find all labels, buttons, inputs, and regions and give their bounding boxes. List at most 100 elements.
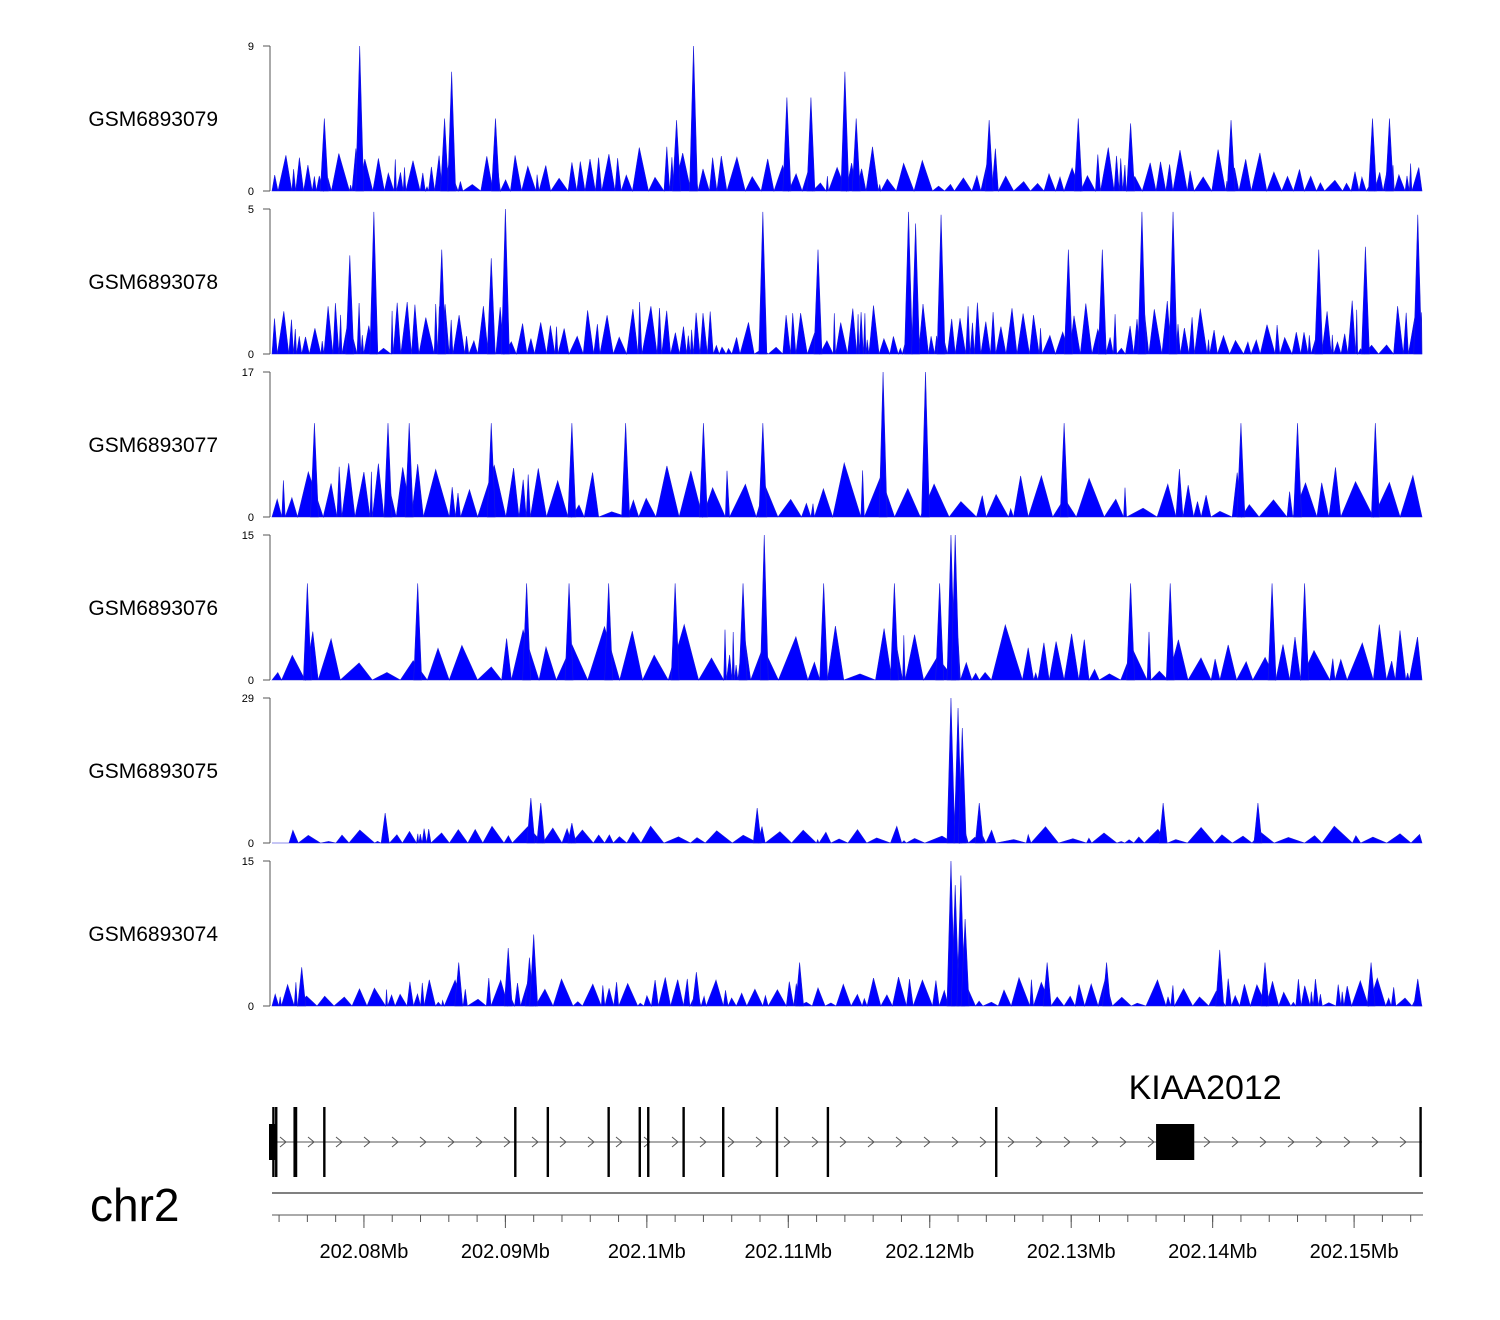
coverage-peak [1215,949,1225,1007]
coverage-peak [1059,423,1069,518]
gene-track: KIAA2012 [269,1069,1422,1177]
y-min-label: 0 [248,1001,254,1013]
strand-arrow [1371,1136,1379,1148]
coverage-peak [310,423,319,518]
y-max-label: 15 [242,530,254,542]
coverage-peak [503,947,513,1007]
coverage-peak [621,423,630,518]
strand-arrow [1091,1136,1099,1148]
strand-arrow [1063,1136,1071,1148]
track-gsm6893079: GSM6893079 9 0 [88,41,1423,198]
coverage-peak [1098,249,1107,355]
y-max-label: 15 [242,856,254,868]
coverage-peak [447,71,456,192]
coverage-peak [486,423,496,518]
exon-mark [546,1107,550,1177]
coverage-peak [486,258,496,355]
strand-arrow [587,1136,595,1148]
strand-arrow [363,1136,371,1148]
coverage-peak [491,118,500,192]
strand-arrow [615,1136,623,1148]
coverage-peak [564,583,574,681]
coverage-peak [672,120,681,192]
coverage-peak [1314,249,1324,355]
coverage-area [271,146,1423,193]
track-gsm6893076: GSM6893076 15 0 [88,530,1423,687]
y-max-label: 9 [248,41,254,53]
strand-arrow [727,1136,735,1148]
track-label: GSM6893079 [88,108,218,131]
coverage-peak [984,120,994,192]
track-label: GSM6893077 [88,434,218,457]
coverage-peak [1361,246,1370,355]
exon-mark [293,1107,296,1177]
exon-mark [514,1107,517,1177]
coverage-peak [437,249,447,355]
strand-arrow [1343,1136,1351,1148]
exon-mark [275,1107,278,1177]
axis-tick-label: 202.11Mb [745,1241,832,1263]
coverage-peak [1267,583,1277,681]
strand-arrow [531,1136,539,1148]
axis-tick-label: 202.15Mb [1310,1241,1399,1263]
coverage-peak [782,97,792,192]
coverage-peak [380,812,390,844]
y-min-label: 0 [248,838,254,850]
coverage-tracks: GSM689307990GSM689307850GSM6893077170GSM… [88,41,1423,1013]
y-min-label: 0 [248,349,254,361]
strand-arrow [475,1136,483,1148]
strand-arrow [391,1136,399,1148]
y-min-label: 0 [248,186,254,198]
coverage-peak [936,214,946,355]
coverage-peak [604,583,613,681]
coverage-peak [404,423,414,518]
strand-arrow [335,1136,343,1148]
coverage-peak [536,802,546,844]
coverage-peak [758,423,768,518]
exon-mark [826,1107,830,1177]
coverage-peak [355,45,365,192]
coverage-peak [383,423,393,518]
coverage-peak [303,583,312,681]
exon-mark [607,1107,610,1177]
coverage-peak [921,371,930,518]
exon-mark [995,1107,998,1177]
coverage-peak [904,211,913,355]
exon-mark [1419,1107,1422,1177]
exon-mark [323,1107,326,1177]
coverage-peak [1168,211,1178,355]
axis-tick-label: 202.12Mb [885,1241,974,1263]
coverage-peak [819,583,828,681]
track-label: GSM6893075 [88,760,218,783]
exon-mark [294,1107,298,1177]
coverage-peak [878,371,888,518]
coverage-peak [1042,962,1052,1007]
coverage-peak [1226,120,1236,192]
axis-tick-label: 202.08Mb [319,1241,408,1263]
track-label: GSM6893074 [88,923,218,946]
coverage-peak [758,211,768,355]
coverage-peak [1126,123,1135,192]
strand-arrow [951,1136,959,1148]
axis-tick-label: 202.1Mb [608,1241,686,1263]
y-min-label: 0 [248,512,254,524]
coverage-peak [1293,423,1302,518]
coverage-peak [413,583,423,681]
coverage-peak [1368,118,1377,192]
coverage-peak [1385,118,1394,192]
strand-arrow [1007,1136,1015,1148]
strand-arrow [839,1136,847,1148]
coverage-peak [1158,802,1168,844]
track-gsm6893077: GSM6893077 17 0 [88,367,1423,524]
coverage-area [271,976,1423,1008]
strand-arrow [1399,1136,1407,1148]
coverage-peak [297,967,307,1007]
strand-arrow [783,1136,791,1148]
strand-arrow [895,1136,903,1148]
exon-mark [682,1107,685,1177]
y-max-label: 29 [242,693,254,705]
exon-mark [638,1107,641,1177]
strand-arrow [1259,1136,1267,1148]
coverage-peak [1126,583,1135,681]
